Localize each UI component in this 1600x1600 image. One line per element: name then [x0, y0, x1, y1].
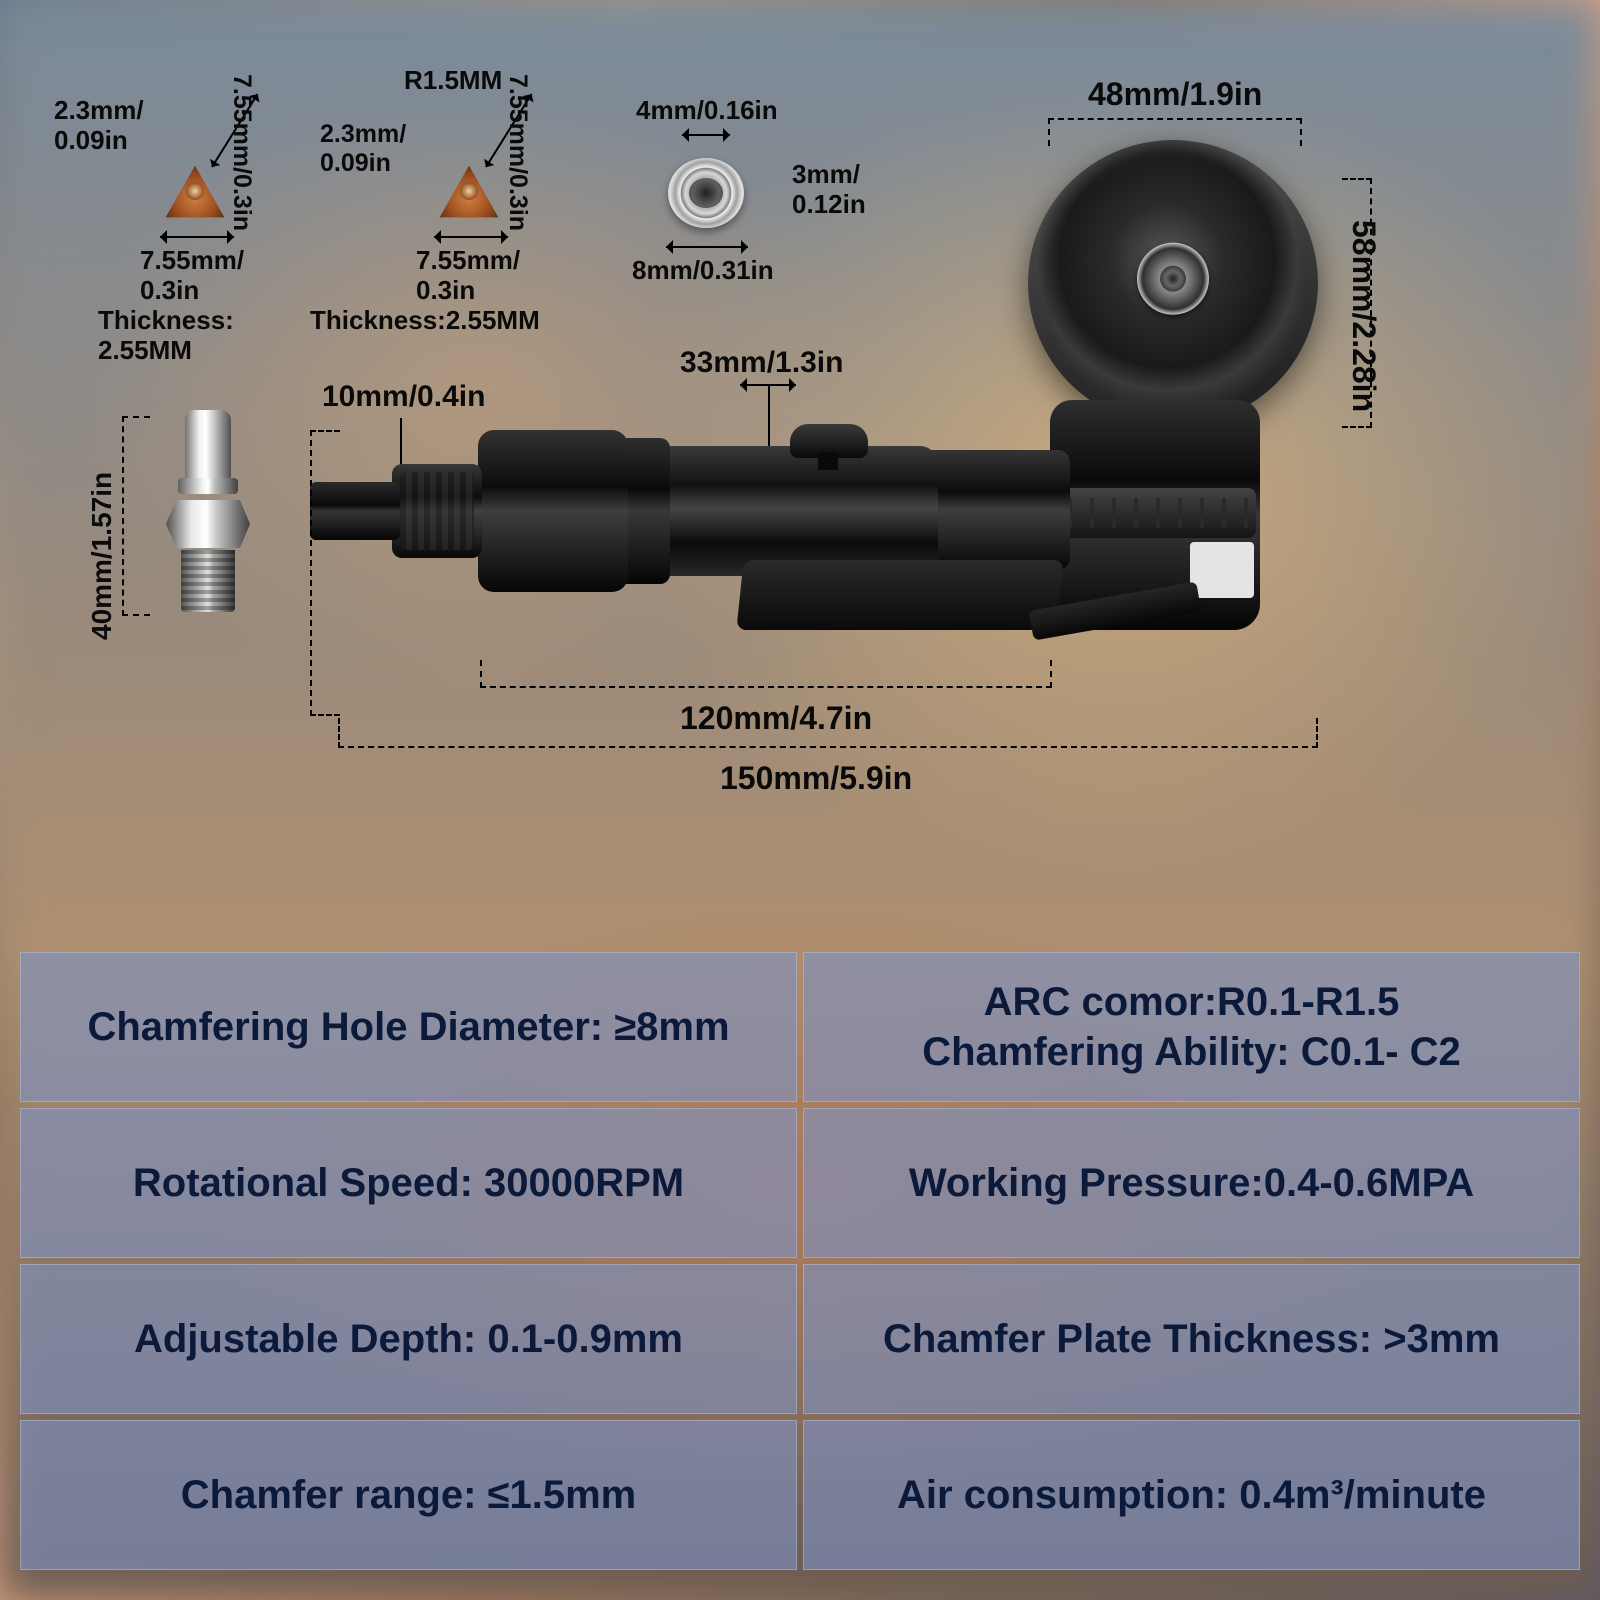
dim-insert2-radius: R1.5MM	[404, 66, 502, 96]
tool-body-group	[310, 380, 1250, 660]
spec-cell: Chamfer Plate Thickness: >3mm	[803, 1264, 1580, 1414]
spec-text: ARC comor:R0.1-R1.5Chamfering Ability: C…	[922, 978, 1461, 1076]
arrow-insert1-base	[160, 236, 234, 238]
insert-2	[434, 160, 504, 230]
bracket-body-len	[480, 660, 1052, 688]
dim-insert1-base: 7.55mm/ 0.3in	[140, 246, 244, 306]
spec-cell: Chamfer range: ≤1.5mm	[20, 1420, 797, 1570]
tool-disc-center	[1137, 243, 1209, 315]
dim-total-len: 150mm/5.9in	[720, 760, 912, 797]
spec-cell: Adjustable Depth: 0.1-0.9mm	[20, 1264, 797, 1414]
spec-cell: ARC comor:R0.1-R1.5Chamfering Ability: C…	[803, 952, 1580, 1102]
air-connector	[168, 410, 248, 610]
main-container: 2.3mm/ 0.09in 7.55mm/0.3in 7.55mm/ 0.3in…	[0, 0, 1600, 1600]
dim-insert2-base: 7.55mm/ 0.3in	[416, 246, 520, 306]
arrow-bearing-bottom	[666, 246, 748, 248]
dim-insert2-thick: Thickness:2.55MM	[310, 306, 540, 336]
specs-table: Chamfering Hole Diameter: ≥8mm ARC comor…	[0, 940, 1600, 1600]
spec-text: Chamfering Hole Diameter: ≥8mm	[87, 1003, 729, 1051]
dim-connector: 40mm/1.57in	[86, 472, 118, 640]
dim-insert2-diag: 7.55mm/0.3in	[503, 74, 532, 231]
dim-insert2-side: 2.3mm/ 0.09in	[320, 120, 406, 178]
bracket-left-vert	[310, 430, 340, 716]
bracket-connector	[122, 416, 150, 616]
spec-cell: Air consumption: 0.4m³/minute	[803, 1420, 1580, 1570]
dim-insert1-side: 2.3mm/ 0.09in	[54, 96, 144, 156]
spec-text: Chamfer Plate Thickness: >3mm	[883, 1315, 1500, 1363]
arrow-bearing-top	[682, 134, 730, 136]
tool-lever-stem	[818, 452, 838, 470]
dim-disc-top: 48mm/1.9in	[1088, 76, 1262, 113]
insert-1	[160, 160, 230, 230]
diagram-area: 2.3mm/ 0.09in 7.55mm/0.3in 7.55mm/ 0.3in…	[0, 0, 1600, 860]
bearing	[668, 158, 744, 228]
dim-insert1-diag: 7.55mm/0.3in	[227, 74, 256, 231]
spec-text: Adjustable Depth: 0.1-0.9mm	[134, 1315, 683, 1363]
bracket-total-len	[338, 718, 1318, 748]
dim-disc-right: 58mm/2.28in	[1345, 220, 1382, 412]
dim-bearing-top: 4mm/0.16in	[636, 96, 778, 126]
arrow-insert2-base	[434, 236, 508, 238]
tool-body-front	[478, 430, 628, 592]
tool-collar	[392, 464, 482, 558]
dim-bearing-bottom: 8mm/0.31in	[632, 256, 774, 286]
spec-cell: Rotational Speed: 30000RPM	[20, 1108, 797, 1258]
tool-label	[1190, 542, 1254, 598]
spec-text: Working Pressure:0.4-0.6MPA	[909, 1159, 1474, 1207]
dim-insert1-thick: Thickness: 2.55MM	[98, 306, 234, 366]
spec-cell: Chamfering Hole Diameter: ≥8mm	[20, 952, 797, 1102]
tool-neck	[920, 450, 1070, 570]
dim-tool-mid: 33mm/1.3in	[680, 346, 843, 381]
dim-bearing-right: 3mm/ 0.12in	[792, 160, 866, 220]
spec-cell: Working Pressure:0.4-0.6MPA	[803, 1108, 1580, 1258]
tool-dial	[1060, 488, 1256, 538]
tool-trigger	[736, 560, 1063, 630]
spec-text: Air consumption: 0.4m³/minute	[897, 1471, 1486, 1519]
spec-text: Chamfer range: ≤1.5mm	[181, 1471, 636, 1519]
spec-text: Rotational Speed: 30000RPM	[133, 1159, 684, 1207]
